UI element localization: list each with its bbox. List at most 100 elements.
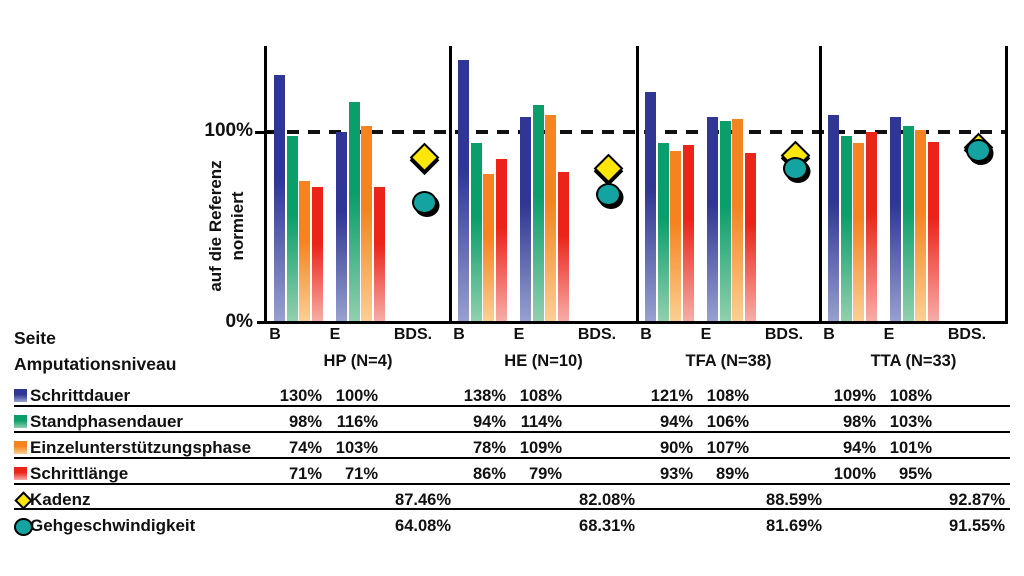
bar-B-schrittlänge — [311, 187, 323, 322]
y-axis-tick-label-100: 100% — [204, 120, 253, 141]
table-value-b: 78% — [472, 439, 506, 457]
table-value-e: 100% — [335, 387, 378, 405]
table-value-b: 138% — [463, 387, 506, 405]
table-value-b: 74% — [288, 439, 322, 457]
table-value-b: 98% — [842, 413, 876, 431]
bar-B-einzelunterstützungsphase — [483, 173, 494, 322]
bar-B-standphasendauer — [840, 135, 852, 322]
side-label-e: E — [883, 326, 895, 343]
table-value-bds: 87.46% — [395, 491, 451, 509]
bar-B-standphasendauer — [657, 143, 669, 322]
table-value-e: 107% — [706, 439, 749, 457]
table-value-e: 108% — [706, 387, 749, 405]
side-label-b: B — [823, 326, 835, 343]
side-label-bds: BDS. — [393, 326, 433, 343]
side-label-e: E — [329, 326, 341, 343]
table-value-e: 106% — [706, 413, 749, 431]
bar-B-standphasendauer — [470, 143, 482, 322]
group-label: HP (N=4) — [323, 352, 393, 370]
side-label-b: B — [453, 326, 465, 343]
table-value-e: 89% — [715, 465, 749, 483]
kadenz-diamond-marker — [409, 142, 439, 173]
legend-swatch-einzelunterstützungsphase-icon — [14, 441, 27, 454]
gehgeschwindigkeit-circle-marker — [965, 138, 991, 162]
bar-B-schrittlänge — [495, 158, 507, 322]
bar-E-standphasendauer — [719, 120, 731, 322]
table-value-b: 100% — [833, 465, 876, 483]
bar-E-einzelunterstützungsphase — [545, 114, 556, 322]
group-label: HE (N=10) — [504, 352, 583, 370]
legend-gehgeschwindigkeit-circle-icon — [14, 518, 33, 536]
table-row-rule — [14, 404, 1010, 407]
panel-separator-line — [636, 46, 639, 322]
side-label-b: B — [269, 326, 281, 343]
y-axis-tick-100 — [255, 131, 272, 134]
plot-right-border — [1005, 46, 1008, 322]
legend-label: Einzelunterstützungsphase — [30, 438, 252, 457]
bar-E-standphasendauer — [532, 105, 544, 322]
side-label-bds: BDS. — [947, 326, 987, 343]
table-value-e: 116% — [336, 413, 378, 431]
table-value-bds: 81.69% — [766, 517, 822, 535]
gehgeschwindigkeit-circle-marker — [595, 182, 621, 206]
panel-separator-line — [819, 46, 822, 322]
table-value-b: 130% — [279, 387, 322, 405]
legend-swatch-standphasendauer-icon — [14, 415, 27, 428]
side-label-e: E — [513, 326, 525, 343]
table-value-e: 108% — [889, 387, 932, 405]
legend-swatch-schrittlänge-icon — [14, 467, 27, 480]
bar-E-schrittlänge — [927, 141, 939, 322]
bar-B-einzelunterstützungsphase — [299, 181, 310, 322]
table-value-e: 101% — [889, 439, 932, 457]
table-value-e: 103% — [335, 439, 378, 457]
gehgeschwindigkeit-circle-marker — [411, 190, 437, 214]
bar-B-schrittdauer — [828, 114, 839, 322]
bar-B-schrittlänge — [865, 132, 877, 322]
table-value-b: 94% — [472, 413, 506, 431]
table-value-e: 79% — [528, 465, 562, 483]
table-value-bds: 64.08% — [395, 517, 451, 535]
bar-E-schrittdauer — [336, 132, 347, 322]
table-value-e: 114% — [520, 413, 562, 431]
legend-label: Schrittlänge — [30, 464, 129, 483]
gehgeschwindigkeit-circle-marker — [782, 157, 808, 181]
level-row-header: Amputationsniveau — [14, 354, 177, 374]
table-value-bds: 82.08% — [579, 491, 635, 509]
bar-B-einzelunterstützungsphase — [853, 143, 864, 322]
y-axis-line — [264, 46, 267, 322]
bar-B-einzelunterstützungsphase — [670, 151, 681, 322]
bar-B-schrittdauer — [274, 75, 285, 322]
group-label: TFA (N=38) — [685, 352, 772, 370]
table-value-b: 86% — [472, 465, 506, 483]
table-value-b: 98% — [288, 413, 322, 431]
group-label: TTA (N=33) — [870, 352, 957, 370]
bar-B-schrittdauer — [645, 92, 656, 322]
legend-label: Gehgeschwindigkeit — [30, 516, 196, 535]
side-label-e: E — [700, 326, 712, 343]
x-axis-baseline — [257, 321, 1008, 324]
table-row-rule — [14, 430, 1010, 433]
table-value-e: 109% — [519, 439, 562, 457]
bar-E-standphasendauer — [348, 101, 360, 322]
bar-E-schrittdauer — [707, 116, 718, 322]
side-label-b: B — [640, 326, 652, 343]
table-value-b: 121% — [650, 387, 693, 405]
side-label-bds: BDS. — [764, 326, 804, 343]
table-value-e: 103% — [889, 413, 932, 431]
panel-separator-line — [449, 46, 452, 322]
table-value-b: 90% — [659, 439, 693, 457]
table-row-rule — [14, 507, 1010, 510]
table-value-b: 93% — [659, 465, 693, 483]
legend-label: Standphasendauer — [30, 412, 184, 431]
table-value-b: 94% — [659, 413, 693, 431]
kadenz-diamond-marker — [593, 153, 623, 183]
table-value-bds: 88.59% — [766, 491, 822, 509]
bar-E-einzelunterstützungsphase — [915, 130, 926, 322]
table-value-b: 109% — [833, 387, 876, 405]
side-label-bds: BDS. — [577, 326, 617, 343]
table-value-b: 71% — [288, 465, 322, 483]
bar-B-schrittdauer — [458, 59, 469, 322]
bar-E-schrittdauer — [890, 116, 901, 322]
